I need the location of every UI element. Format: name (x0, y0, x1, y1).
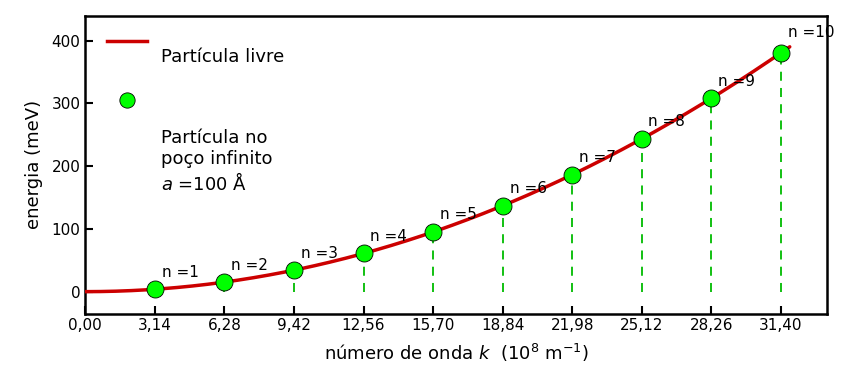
Point (496, 203, 509, 209)
Point (148, 286, 162, 292)
Point (287, 267, 301, 273)
Text: n =6: n =6 (509, 181, 546, 196)
Text: n =2: n =2 (231, 258, 268, 273)
Text: n =7: n =7 (579, 150, 615, 165)
Point (565, 171, 579, 178)
Text: n =3: n =3 (301, 246, 337, 261)
Point (356, 250, 370, 256)
Legend: Partícula livre, Partícula no
poço infinito
$a$ =100 Å: Partícula livre, Partícula no poço infin… (101, 28, 290, 138)
Text: n =10: n =10 (787, 25, 833, 40)
Text: n =4: n =4 (370, 229, 406, 244)
Y-axis label: energia (meV): energia (meV) (25, 100, 43, 229)
Point (774, 49, 787, 56)
Text: n =1: n =1 (161, 265, 199, 280)
X-axis label: número de onda $k$  $(10^8\ \mathrm{m}^{-1})$: número de onda $k$ $(10^8\ \mathrm{m}^{-… (324, 342, 588, 364)
Text: n =9: n =9 (717, 74, 754, 89)
Text: n =5: n =5 (440, 207, 476, 223)
Point (426, 229, 440, 235)
Point (217, 279, 231, 285)
Point (634, 136, 648, 142)
Point (704, 95, 717, 101)
Text: n =8: n =8 (648, 114, 684, 129)
